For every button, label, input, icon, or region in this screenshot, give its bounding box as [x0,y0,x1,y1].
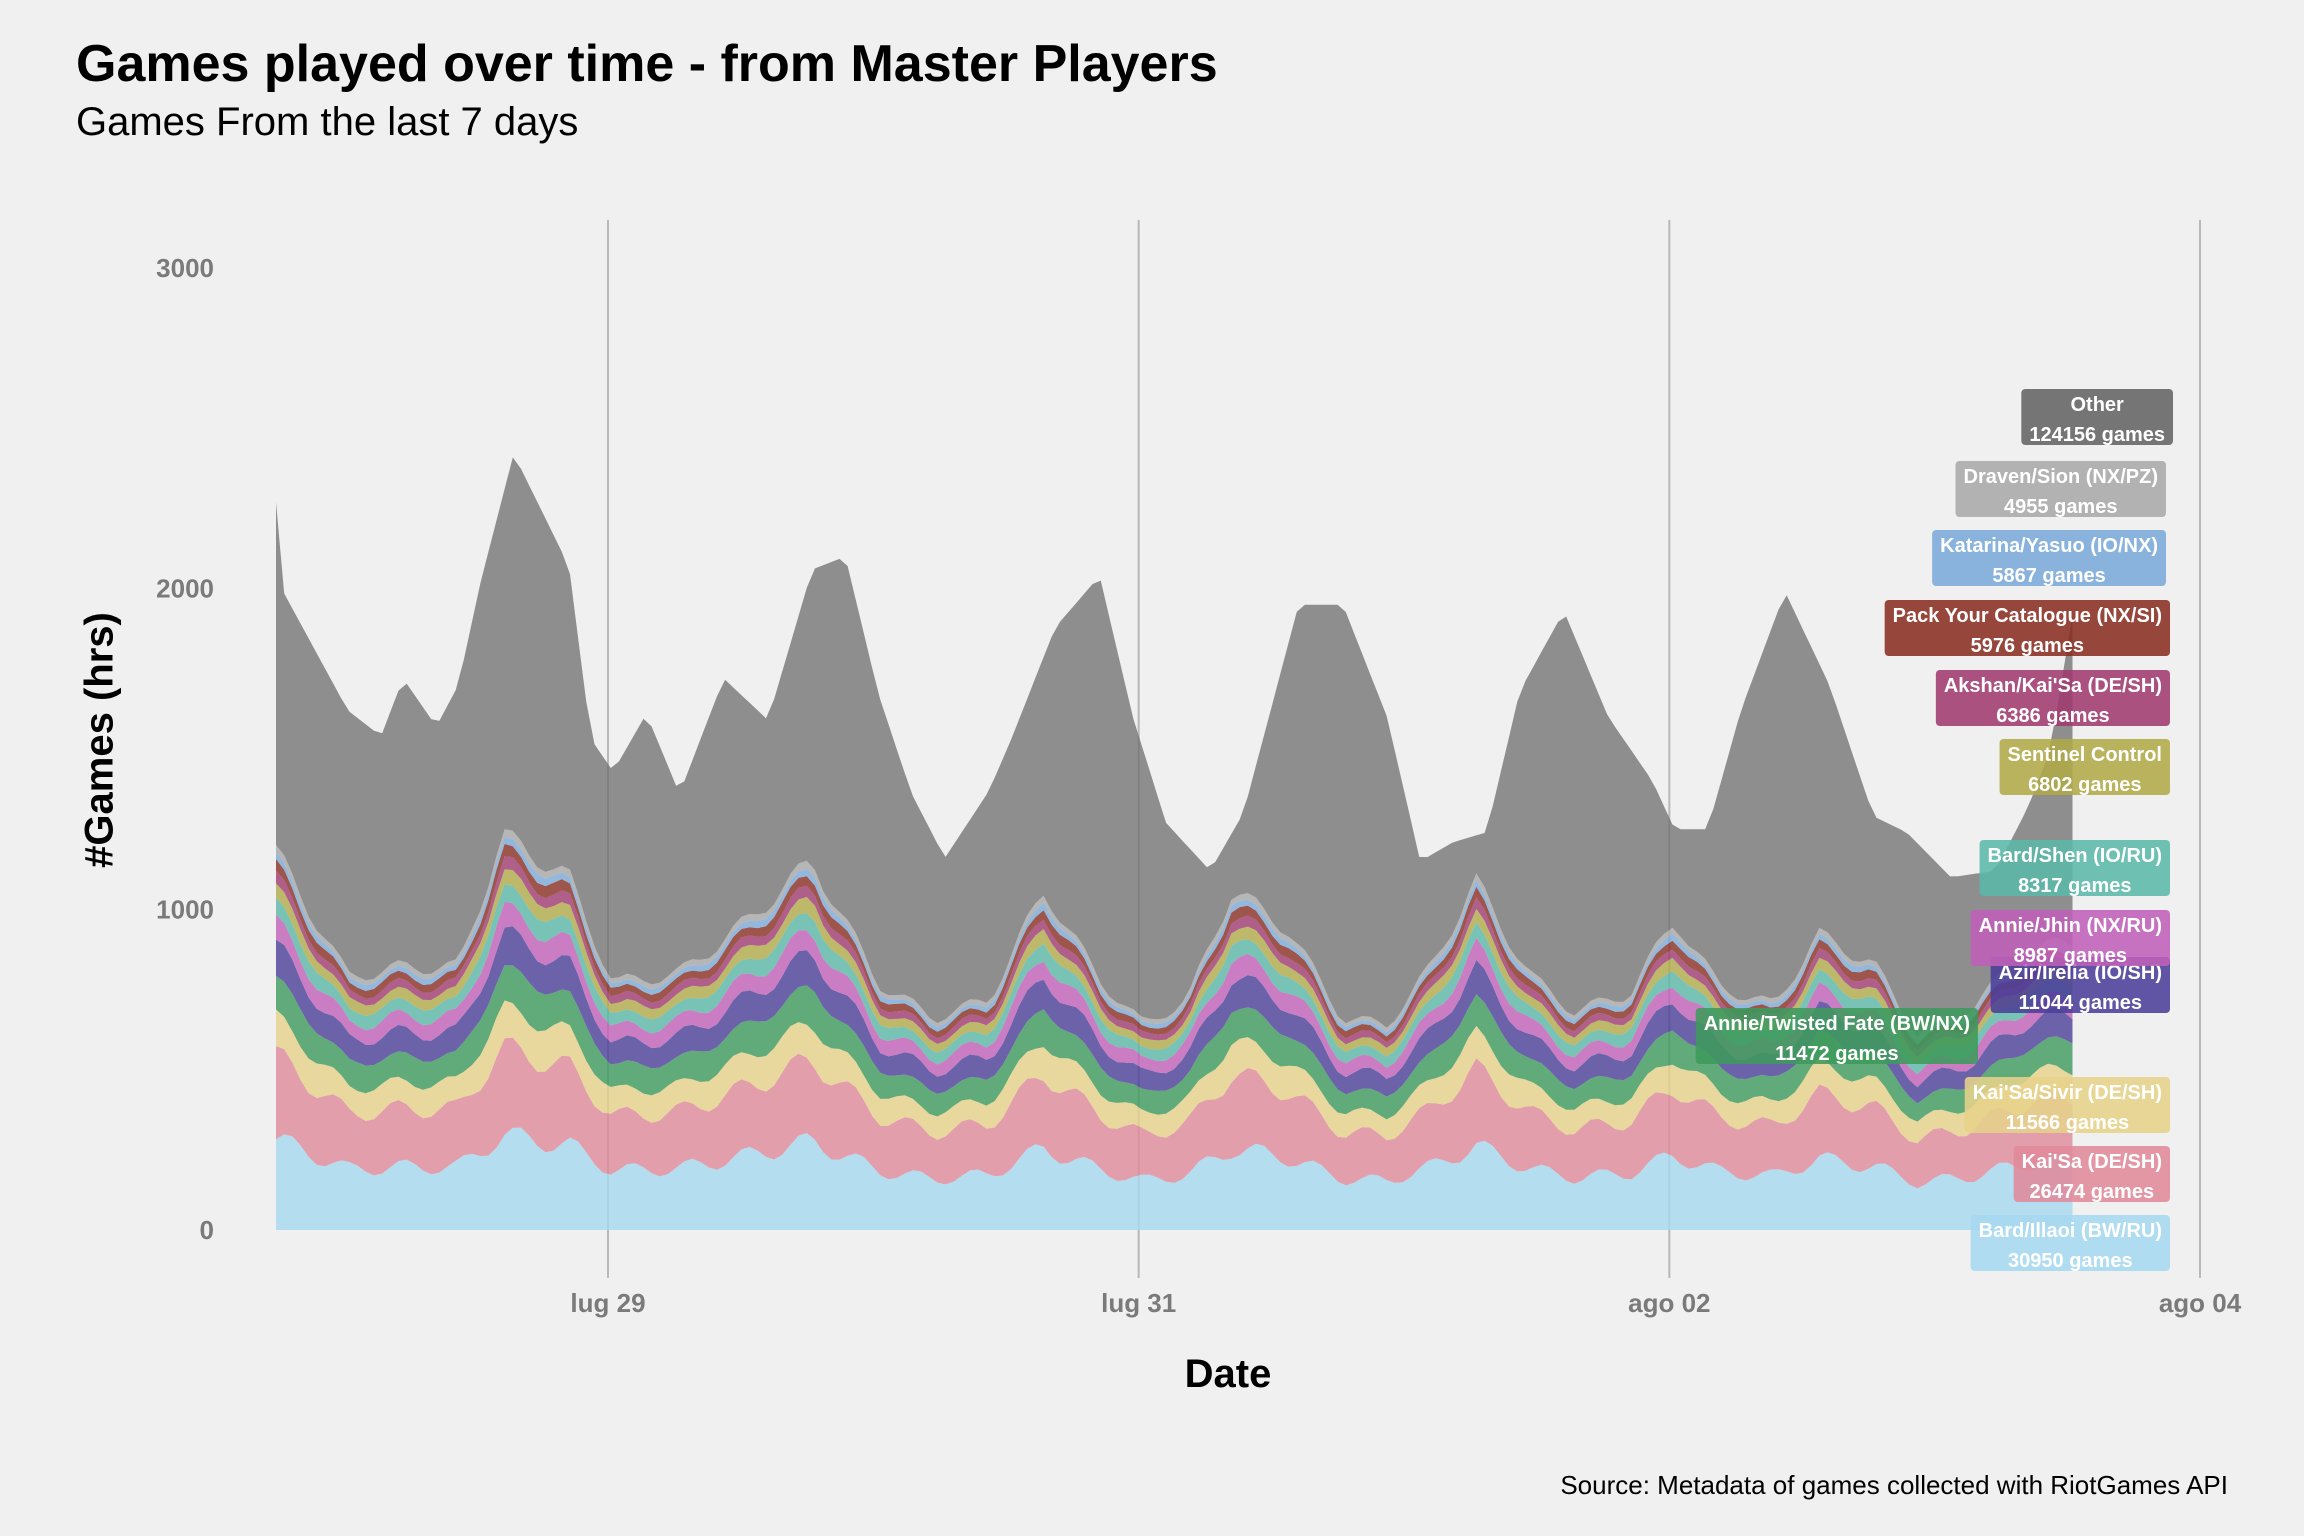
y-tick-label: 2000 [156,574,214,604]
chart-subtitle: Games From the last 7 days [76,100,579,144]
x-tick-label: lug 29 [570,1288,645,1318]
series-label-box [1964,1077,2170,1133]
series-label-name: Kai'Sa (DE/SH) [2022,1151,2162,1173]
x-tick-label: lug 31 [1101,1288,1176,1318]
series-label-box [1695,1008,1978,1064]
series-label-total: 124156 games [2029,424,2165,446]
x-tick-label: ago 02 [1628,1288,1710,1318]
series-label-total: 8317 games [2018,875,2131,897]
y-axis-ticks: 0 1000 2000 3000 [156,253,214,1245]
series-label-box [1970,910,2170,966]
series-label-box [1990,957,2170,1013]
area-series-2 [276,1037,2073,1189]
area-series [276,457,2073,1230]
series-label-name: Annie/Twisted Fate (BW/NX) [1704,1013,1970,1035]
series-label-box [2021,389,2173,445]
series-label-total: 6802 games [2028,774,2141,796]
series-label: Sentinel Control 6802 games [1999,739,2170,796]
area-series-1 [276,1127,2073,1230]
series-labels: Bard/Illaoi (BW/RU) 30950 games Kai'Sa (DE… [1695,389,2173,1272]
series-label-box [1884,600,2170,656]
series-label: Katarina/Yasuo (IO/NX) 5867 games [1932,530,2166,587]
series-label-total: 6386 games [1996,705,2109,727]
series-label-total: 4955 games [2004,496,2117,518]
series-label: Draven/Sion (NX/PZ) 4955 games [1955,461,2166,518]
x-tick-label: ago 04 [2159,1288,2242,1318]
series-label-box [1999,739,2170,795]
series-label-name: Pack Your Catalogue (NX/SI) [1893,605,2162,627]
series-label: Bard/Illaoi (BW/RU) 30950 games [1970,1215,2170,1272]
series-label-box [1932,530,2166,586]
series-label-name: Kai'Sa/Sivir (DE/SH) [1973,1082,2162,1104]
series-label-box [1970,1215,2170,1271]
area-series-13 [276,457,2073,1038]
series-label: Akshan/Kai'Sa (DE/SH) 6386 games [1935,670,2170,727]
y-tick-label: 3000 [156,253,214,283]
series-label-name: Azir/Irelia (IO/SH) [1999,962,2162,984]
series-label: Other 124156 games [2021,389,2173,446]
series-label: Kai'Sa (DE/SH) 26474 games [2013,1146,2170,1203]
series-label-total: 26474 games [2030,1181,2155,1203]
series-label-total: 8987 games [2014,945,2127,967]
series-label-name: Bard/Illaoi (BW/RU) [1979,1220,2162,1242]
series-label-name: Sentinel Control [2008,744,2162,766]
series-label-total: 5867 games [1992,565,2105,587]
series-label-box [1979,840,2170,896]
y-tick-label: 0 [200,1215,214,1245]
source-caption: Source: Metadata of games collected with… [1560,1470,2228,1500]
series-label-name: Other [2070,394,2124,416]
series-label-box [1955,461,2166,517]
area-series-3 [276,1000,2073,1144]
series-label-total: 30950 games [2008,1250,2133,1272]
series-label-name: Draven/Sion (NX/PZ) [1964,466,2158,488]
series-label-name: Annie/Jhin (NX/RU) [1979,915,2162,937]
series-label: Azir/Irelia (IO/SH) 11044 games [1990,957,2170,1014]
series-label: Pack Your Catalogue (NX/SI) 5976 games [1884,600,2170,657]
y-axis-label: #Games (hrs) [77,612,122,868]
series-label: Bard/Shen (IO/RU) 8317 games [1979,840,2170,897]
x-axis-label: Date [1184,1352,1272,1396]
series-label: Annie/Twisted Fate (BW/NX) 11472 games [1695,1008,1978,1065]
series-label-name: Akshan/Kai'Sa (DE/SH) [1944,675,2162,697]
series-label-box [2013,1146,2170,1202]
x-axis-ticks: lug 29 lug 31 ago 02 ago 04 [570,1288,2241,1318]
y-tick-label: 1000 [156,894,214,924]
chart-title: Games played over time - from Master Pla… [76,35,1218,93]
series-label: Annie/Jhin (NX/RU) 8987 games [1970,910,2170,967]
series-label: Kai'Sa/Sivir (DE/SH) 11566 games [1964,1077,2170,1134]
series-label-box [1935,670,2170,726]
series-label-total: 11566 games [2006,1112,2129,1134]
series-label-total: 11044 games [2019,992,2142,1014]
series-label-total: 11472 games [1775,1043,1898,1065]
series-label-name: Bard/Shen (IO/RU) [1988,845,2162,867]
area-series-4 [276,965,2073,1122]
series-label-name: Katarina/Yasuo (IO/NX) [1940,535,2158,557]
series-label-total: 5976 games [1971,635,2084,657]
